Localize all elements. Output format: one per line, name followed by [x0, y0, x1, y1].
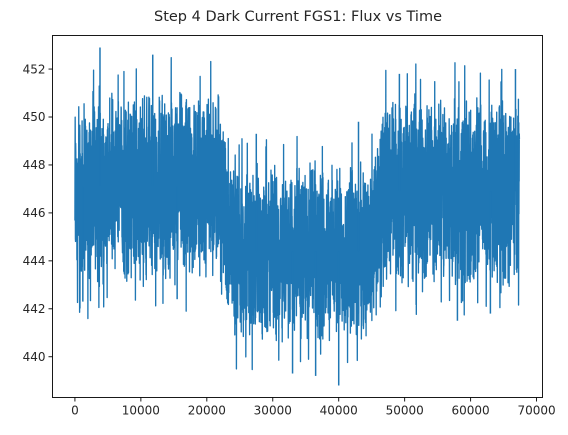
x-tick-label: 40000 [320, 404, 358, 418]
plot-frame [52, 35, 543, 398]
y-tick-label: 446 [23, 206, 46, 220]
x-tick-label: 30000 [254, 404, 292, 418]
x-tick-label: 70000 [517, 404, 555, 418]
y-tick-label: 444 [23, 254, 46, 268]
y-tick-label: 440 [23, 350, 46, 364]
x-axis: 0 10000 20000 30000 40000 50000 60000 70000 [71, 397, 556, 418]
y-tick-label: 442 [23, 302, 46, 316]
chart-title: Step 4 Dark Current FGS1: Flux vs Time [154, 9, 442, 25]
y-tick-label: 452 [23, 62, 46, 76]
x-tick-label: 20000 [188, 404, 226, 418]
y-tick-label: 450 [23, 110, 46, 124]
flux-series-line [74, 57, 521, 371]
y-tick-label: 448 [23, 158, 46, 172]
y-axis: 440 442 444 446 448 450 452 [23, 62, 53, 364]
x-tick-label: 0 [71, 404, 79, 418]
x-tick-label: 60000 [452, 404, 490, 418]
x-tick-label: 50000 [386, 404, 424, 418]
plot-area [74, 47, 521, 386]
x-tick-label: 10000 [122, 404, 160, 418]
